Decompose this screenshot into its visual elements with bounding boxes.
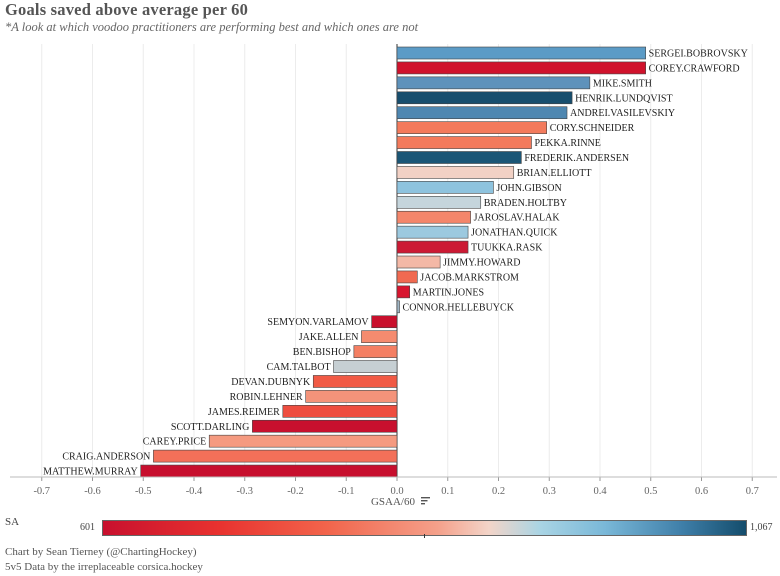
x-tick-label: 0.1 <box>441 486 454 497</box>
color-legend-marker <box>424 534 425 538</box>
bar-label: BEN.BISHOP <box>293 347 352 358</box>
x-tick-label: -0.2 <box>287 486 304 497</box>
color-legend-min: 601 <box>80 522 95 533</box>
bar-label: JONATHAN.QUICK <box>471 228 558 239</box>
bars-layer: SERGEI.BOBROVSKY COREY.CRAWFORD MIKE.SMITH… <box>43 46 748 478</box>
bar-jacob-markstrom[interactable] <box>396 270 418 284</box>
bar-robin-lehner[interactable] <box>305 390 398 403</box>
bar-label: PEKKA.RINNE <box>534 138 600 149</box>
sort-icon[interactable] <box>421 497 430 505</box>
x-axis: -0.7 -0.6 -0.5 -0.4 -0.3 -0.2 -0.1 0.0 0.1 0.2 0.3… <box>10 476 777 497</box>
chart-credit: Chart by Sean Tierney (@ChartingHockey) <box>5 546 197 558</box>
bar-corey-crawford[interactable] <box>396 61 646 75</box>
bar-craig-anderson[interactable] <box>153 449 398 463</box>
bar-jonathan-quick[interactable] <box>396 225 469 239</box>
x-tick-label: -0.7 <box>33 486 50 497</box>
x-tick-label: 0.4 <box>593 486 607 497</box>
bar-label: HENRIK.LUNDQVIST <box>575 93 673 104</box>
bar-label: DEVAN.DUBNYK <box>231 377 311 388</box>
bar-label: ROBIN.LEHNER <box>230 392 303 403</box>
bar-ben-bishop[interactable] <box>353 345 398 358</box>
chart-title: Goals saved above average per 60 <box>5 0 249 19</box>
bar-label: ANDREI.VASILEVSKIY <box>570 108 675 119</box>
bar-sergei-bobrovsky[interactable] <box>396 46 646 60</box>
bar-label: TUUKKA.RASK <box>471 243 543 254</box>
bar-mike-smith[interactable] <box>396 76 591 90</box>
bar-brian-elliott[interactable] <box>396 166 515 179</box>
x-tick-label: 0.2 <box>492 486 505 497</box>
bar-label: SERGEI.BOBROVSKY <box>649 49 748 60</box>
bar-label: JAKE.ALLEN <box>299 332 359 343</box>
bar-cory-schneider[interactable] <box>396 121 548 134</box>
bar-label: SCOTT.DARLING <box>171 422 249 433</box>
bar-label: JAMES.REIMER <box>208 407 280 418</box>
bar-carey-price[interactable] <box>208 434 398 448</box>
bar-label: CONNOR.HELLEBUYCK <box>403 302 515 313</box>
bar-label: JAROSLAV.HALAK <box>474 213 561 224</box>
x-axis-label: GSAA/60 <box>371 496 416 508</box>
bar-andrei-vasilevskiy[interactable] <box>396 106 568 120</box>
bar-label: CORY.SCHNEIDER <box>550 123 635 134</box>
bar-label: BRIAN.ELLIOTT <box>517 168 592 179</box>
bar-label: MIKE.SMITH <box>593 78 652 89</box>
chart-subtitle: *A look at which voodoo practitioners ar… <box>5 20 419 34</box>
color-legend-max: 1,067 <box>750 522 773 533</box>
bar-label: SEMYON.VARLAMOV <box>267 317 369 328</box>
data-credit: 5v5 Data by the irreplaceable corsica.ho… <box>5 561 203 573</box>
bar-john-gibson[interactable] <box>396 181 494 194</box>
x-tick-label: -0.3 <box>236 486 253 497</box>
bar-henrik-lundqvist[interactable] <box>396 91 573 105</box>
bar-label: JOHN.GIBSON <box>496 183 561 194</box>
bar-pekka-rinne[interactable] <box>396 136 532 149</box>
x-tick-label: -0.6 <box>84 486 101 497</box>
bar-martin-jones[interactable] <box>396 285 410 299</box>
bar-semyon-varlamov[interactable] <box>371 315 398 329</box>
x-tick-label: 0.7 <box>746 486 759 497</box>
x-tick-label: 0.5 <box>644 486 657 497</box>
bar-label: MATTHEW.MURRAY <box>43 467 138 478</box>
bar-cam-talbot[interactable] <box>333 360 398 373</box>
bar-frederik-andersen[interactable] <box>396 151 522 164</box>
bar-label: MARTIN.JONES <box>413 287 484 298</box>
x-tick-label: 0.6 <box>695 486 708 497</box>
bar-label: JIMMY.HOWARD <box>443 258 520 269</box>
bar-label: JACOB.MARKSTROM <box>420 272 519 283</box>
bar-matthew-murray[interactable] <box>140 464 398 478</box>
bar-chart: SERGEI.BOBROVSKY COREY.CRAWFORD MIKE.SMITH… <box>10 44 777 508</box>
bar-devan-dubnyk[interactable] <box>312 375 398 388</box>
x-tick-label: -0.1 <box>338 486 355 497</box>
bar-jaroslav-halak[interactable] <box>396 210 471 224</box>
bar-label: FREDERIK.ANDERSEN <box>524 153 629 164</box>
bar-label: CAREY.PRICE <box>143 437 206 448</box>
x-tick-label: 0.0 <box>390 486 403 497</box>
bar-tuukka-rask[interactable] <box>396 240 469 254</box>
bar-james-reimer[interactable] <box>282 405 398 418</box>
bar-label: CRAIG.ANDERSON <box>62 452 150 463</box>
color-legend-title: SA <box>5 516 20 528</box>
x-tick-label: -0.4 <box>186 486 203 497</box>
bar-label: CAM.TALBOT <box>267 362 331 373</box>
bar-jimmy-howard[interactable] <box>396 255 441 269</box>
bar-jake-allen[interactable] <box>361 330 398 343</box>
bar-braden-holtby[interactable] <box>396 196 482 209</box>
bar-label: COREY.CRAWFORD <box>649 63 740 74</box>
x-tick-label: -0.5 <box>135 486 152 497</box>
x-tick-label: 0.3 <box>543 486 556 497</box>
bar-connor-hellebuyck[interactable] <box>396 300 400 314</box>
bar-scott-darling[interactable] <box>252 419 398 433</box>
bar-label: BRADEN.HOLTBY <box>484 198 567 209</box>
